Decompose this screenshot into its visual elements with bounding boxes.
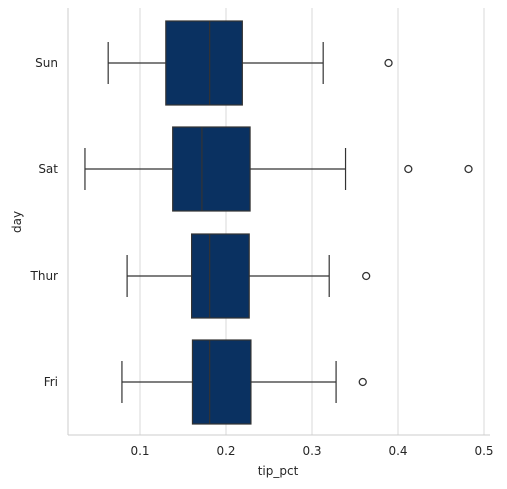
outlier-point [384,58,393,68]
box-sat [84,126,473,212]
axis-spines [67,8,490,436]
iqr-box [165,20,243,106]
outlier-point [362,271,371,281]
x-tick-label: 0.4 [388,444,407,458]
y-tick-label: Sat [38,162,58,176]
box-sun [107,20,393,106]
iqr-box [191,233,250,319]
outlier-point [358,377,367,387]
iqr-box [172,126,251,212]
x-tick-label: 0.2 [216,444,235,458]
x-tick-label: 0.3 [302,444,321,458]
box-layer [84,20,473,425]
x-tick-label: 0.1 [130,444,149,458]
y-tick-label: Fri [44,375,58,389]
x-tick-labels: 0.1 0.2 0.3 0.4 0.5 [130,444,493,458]
y-tick-label: Thur [30,269,59,283]
iqr-box [191,339,252,425]
y-tick-label: Sun [35,56,58,70]
box-fri [121,339,367,425]
outlier-point [404,164,413,174]
x-tick-label: 0.5 [474,444,493,458]
outlier-point [464,164,473,174]
y-axis-label: day [10,211,24,233]
x-axis-label: tip_pct [258,464,299,478]
y-tick-labels: Sun Sat Thur Fri [30,56,59,389]
box-thur [126,233,371,319]
